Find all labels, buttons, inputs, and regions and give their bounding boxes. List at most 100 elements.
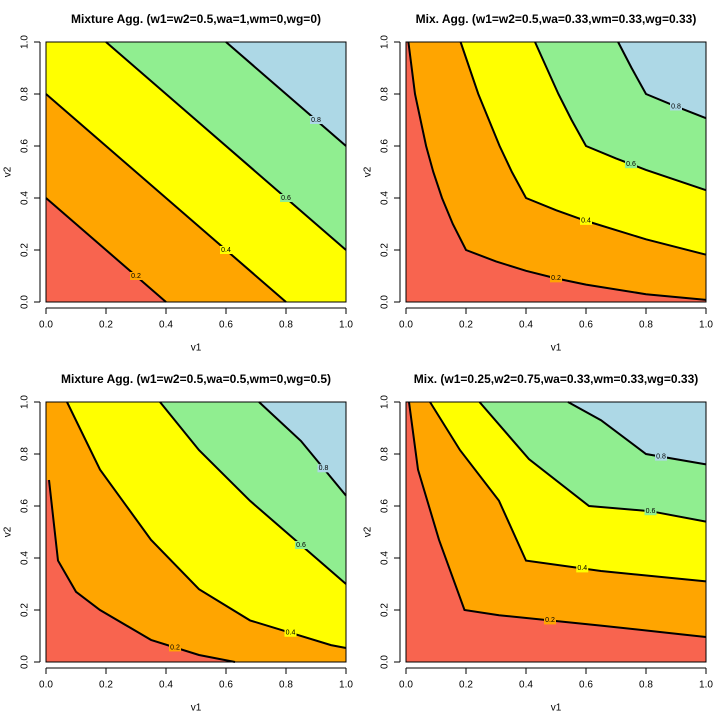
y-tick-label: 0.4 [380,191,391,205]
contour-fill [406,42,706,302]
y-tick-label: 0.2 [20,603,31,617]
y-tick-label: 1.0 [380,395,391,409]
contour-fill [406,402,706,662]
y-tick-label: 0.2 [20,243,31,257]
x-tick-label: 0.4 [519,320,533,331]
chart-title: Mix. Agg. (w1=w2=0.5,wa=0.33,wm=0.33,wg=… [416,12,697,26]
x-axis-label: v1 [191,703,202,714]
contour-line [534,41,707,192]
contour-label-bg [317,464,330,473]
contour-fill [46,480,235,662]
contour-label: 0.6 [281,195,291,202]
contour-label-bg [670,102,682,111]
contour-fill [406,42,706,302]
x-axis-label: v1 [551,343,562,354]
y-axis-label: v2 [3,526,14,537]
x-tick-label: 0.8 [639,320,653,331]
y-tick-label: 1.0 [380,35,391,49]
x-tick-label: 0.8 [279,320,293,331]
x-tick-label: 0.6 [219,320,233,331]
y-tick-label: 0.4 [20,191,31,205]
y-axis-label: v2 [363,526,374,537]
contour-label-bg [544,616,556,625]
x-tick-label: 0.0 [39,680,53,691]
x-tick-label: 0.8 [279,680,293,691]
panel: 0.2 0.4 0.6 0.8 0.0 0.2 0.4 0.6 0.8 1.0 0.0 0.2 0.4 0… [3,12,354,353]
chart-title: Mixture Agg. (w1=w2=0.5,wa=0.5,wm=0,wg=0… [61,372,331,386]
y-tick-label: 0.0 [20,655,31,669]
panel: 0.2 0.4 0.6 0.8 0.0 0.2 0.4 0.6 0.8 1.0 0.0 0.2 0.4 0… [3,372,354,713]
contour-label: 0.2 [131,273,141,280]
y-tick-label: 0.0 [20,295,31,309]
x-tick-label: 0.0 [399,320,413,331]
contour-line [258,401,347,497]
plot-box [45,41,347,303]
contour-line [617,41,707,120]
contour-label: 0.8 [319,465,329,472]
y-tick-label: 0.2 [380,603,391,617]
contour-label-bg [644,507,657,516]
x-tick-label: 1.0 [699,320,713,331]
y-axis-label: v2 [3,166,14,177]
x-axis-label: v1 [191,343,202,354]
x-tick-label: 0.2 [99,320,113,331]
contour-label: 0.2 [545,617,555,624]
contour-label-bg [169,643,181,652]
y-tick-label: 0.6 [20,499,31,513]
contour-label-bg [576,564,589,573]
y-tick-label: 0.8 [20,87,31,101]
y-tick-label: 0.0 [380,655,391,669]
contour-line [66,401,347,649]
y-tick-label: 1.0 [20,35,31,49]
contour-line [407,41,707,301]
panel: 0.2 0.4 0.6 0.8 0.0 0.2 0.4 0.6 0.8 1.0 0.0 0.2 0.4 0… [363,372,714,713]
contour-label: 0.8 [671,103,681,110]
x-tick-label: 0.2 [459,680,473,691]
chart-title: Mixture Agg. (w1=w2=0.5,wa=1,wm=0,wg=0) [71,12,321,26]
y-tick-label: 1.0 [20,395,31,409]
contour-line [159,401,347,585]
contour-line [567,401,707,466]
plot-box [405,401,707,663]
y-axis-label: v2 [363,166,374,177]
contour-label-bg [580,216,592,225]
x-tick-label: 0.0 [39,320,53,331]
contour-label: 0.4 [577,565,587,572]
contour-label: 0.4 [286,630,296,637]
contour-label-bg [295,541,307,549]
contour-fill [46,402,346,662]
y-tick-label: 0.8 [380,447,391,461]
contour-label-bg [625,160,637,169]
contour-fill [406,402,706,662]
plot-box [405,41,707,303]
contour-line [45,93,287,303]
contour-label-bg [220,246,232,254]
chart-title: Mix. (w1=0.25,w2=0.75,wa=0.33,wm=0.33,wg… [414,372,699,386]
y-tick-label: 0.6 [380,139,391,153]
contour-line [105,41,347,251]
x-tick-label: 0.0 [399,680,413,691]
y-tick-label: 0.8 [380,87,391,101]
plot-box [45,401,347,663]
contour-label: 0.2 [170,644,180,651]
contour-label: 0.8 [656,453,666,460]
x-axis-label: v1 [551,703,562,714]
x-tick-label: 0.4 [519,680,533,691]
y-tick-label: 0.6 [380,499,391,513]
contour-label: 0.4 [221,247,231,254]
contour-label-bg [655,452,667,461]
x-tick-label: 0.4 [159,680,173,691]
contour-label: 0.4 [581,218,591,225]
contour-label: 0.2 [551,275,561,282]
contour-label-bg [130,272,142,280]
x-tick-label: 0.4 [159,320,173,331]
contour-label-bg [550,274,562,283]
contour-label: 0.6 [646,508,656,515]
x-tick-label: 1.0 [699,680,713,691]
x-tick-label: 0.6 [579,320,593,331]
contour-label: 0.6 [296,542,306,549]
x-tick-label: 1.0 [339,680,353,691]
contour-label-bg [284,628,297,637]
x-tick-label: 0.2 [459,320,473,331]
